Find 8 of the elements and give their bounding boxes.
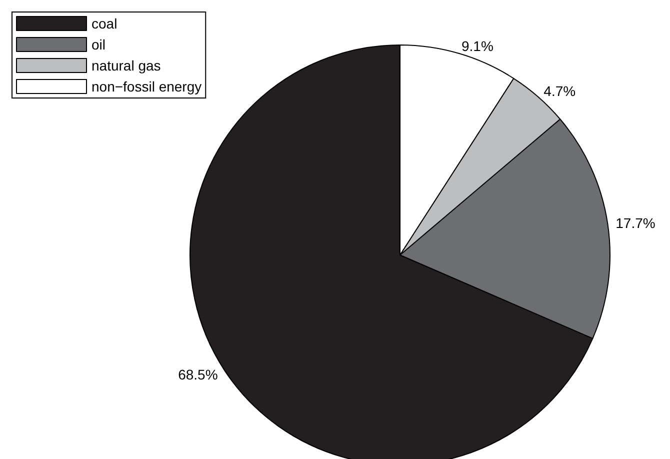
- data-label: 4.7%: [544, 83, 576, 100]
- data-label: 9.1%: [461, 38, 494, 54]
- legend-label: natural gas: [92, 58, 161, 74]
- legend-label: non−fossil energy: [92, 78, 202, 94]
- legend-label: coal: [92, 16, 118, 32]
- data-label: 68.5%: [178, 366, 218, 383]
- legend-label: oil: [92, 36, 106, 52]
- data-label: 17.7%: [616, 214, 656, 231]
